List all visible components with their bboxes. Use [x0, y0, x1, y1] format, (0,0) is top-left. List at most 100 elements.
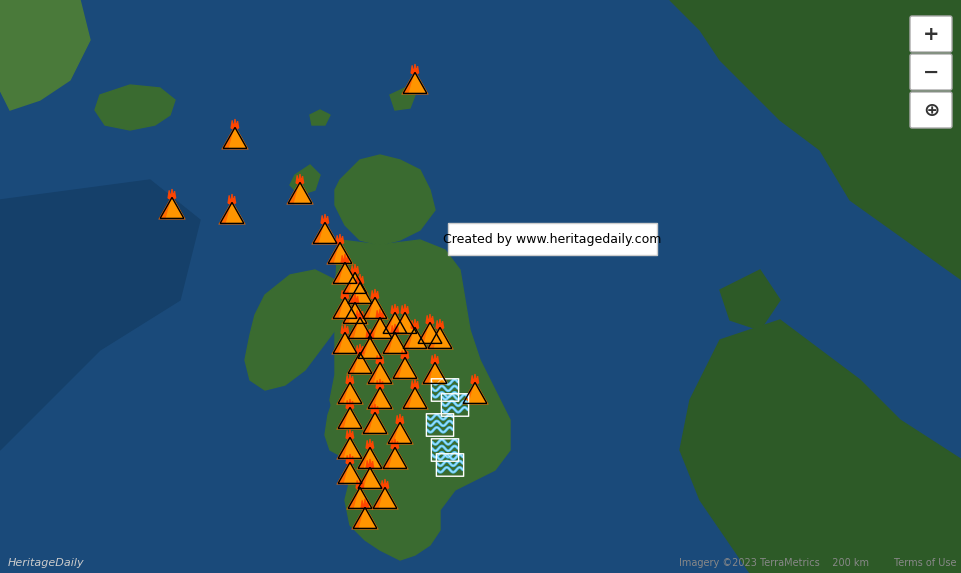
Polygon shape: [348, 488, 372, 508]
Polygon shape: [366, 501, 368, 508]
Polygon shape: [341, 293, 348, 299]
Polygon shape: [351, 376, 354, 383]
Polygon shape: [476, 376, 479, 383]
Polygon shape: [368, 439, 371, 448]
Polygon shape: [349, 429, 351, 438]
Polygon shape: [234, 119, 235, 128]
Polygon shape: [346, 375, 348, 383]
Polygon shape: [428, 327, 452, 348]
Polygon shape: [333, 332, 357, 354]
Polygon shape: [343, 289, 346, 298]
Polygon shape: [309, 110, 330, 125]
Polygon shape: [416, 321, 418, 328]
Polygon shape: [403, 327, 427, 348]
FancyBboxPatch shape: [909, 54, 951, 90]
Polygon shape: [418, 323, 441, 343]
Polygon shape: [391, 308, 398, 314]
Polygon shape: [396, 306, 398, 313]
FancyBboxPatch shape: [909, 92, 951, 128]
Polygon shape: [334, 155, 434, 245]
Polygon shape: [346, 458, 353, 464]
Polygon shape: [396, 415, 398, 423]
Polygon shape: [236, 121, 238, 128]
Polygon shape: [168, 190, 170, 198]
Polygon shape: [319, 222, 336, 244]
Polygon shape: [399, 414, 401, 423]
Polygon shape: [321, 215, 323, 223]
Polygon shape: [474, 374, 476, 383]
Polygon shape: [413, 379, 416, 388]
Polygon shape: [339, 297, 357, 319]
Polygon shape: [344, 407, 361, 429]
Polygon shape: [351, 401, 354, 408]
Polygon shape: [373, 488, 397, 508]
Polygon shape: [294, 182, 311, 203]
Polygon shape: [366, 331, 368, 338]
Polygon shape: [381, 356, 383, 363]
Polygon shape: [369, 413, 386, 433]
Polygon shape: [351, 456, 354, 463]
Polygon shape: [341, 328, 348, 334]
Polygon shape: [337, 437, 361, 458]
Polygon shape: [431, 358, 437, 364]
Polygon shape: [349, 399, 351, 408]
Polygon shape: [364, 337, 382, 358]
Polygon shape: [371, 461, 373, 468]
Polygon shape: [396, 441, 398, 448]
Polygon shape: [393, 439, 396, 448]
Polygon shape: [346, 430, 348, 438]
Polygon shape: [393, 358, 416, 378]
Polygon shape: [330, 240, 509, 560]
Polygon shape: [226, 202, 244, 223]
Polygon shape: [366, 460, 368, 468]
Polygon shape: [426, 318, 432, 324]
Polygon shape: [346, 403, 353, 409]
Polygon shape: [0, 180, 200, 450]
Polygon shape: [379, 379, 381, 388]
Polygon shape: [387, 422, 411, 444]
Polygon shape: [223, 127, 247, 148]
Polygon shape: [389, 332, 407, 354]
Polygon shape: [374, 404, 376, 413]
Polygon shape: [296, 178, 303, 184]
Polygon shape: [312, 222, 336, 244]
Polygon shape: [401, 353, 407, 359]
Polygon shape: [403, 387, 427, 409]
Polygon shape: [171, 189, 173, 198]
Polygon shape: [348, 352, 372, 374]
Polygon shape: [669, 0, 961, 280]
Polygon shape: [382, 312, 407, 333]
Polygon shape: [364, 468, 382, 488]
Polygon shape: [413, 64, 416, 73]
Polygon shape: [374, 362, 391, 383]
Polygon shape: [429, 362, 447, 383]
Polygon shape: [403, 72, 427, 93]
Polygon shape: [406, 351, 408, 358]
Polygon shape: [361, 276, 363, 283]
Polygon shape: [382, 332, 407, 354]
Polygon shape: [376, 358, 382, 364]
Polygon shape: [368, 317, 391, 339]
Polygon shape: [435, 320, 438, 328]
Polygon shape: [160, 198, 184, 218]
Polygon shape: [363, 499, 366, 508]
Polygon shape: [433, 354, 435, 363]
Polygon shape: [168, 193, 175, 199]
Polygon shape: [173, 191, 176, 198]
Polygon shape: [379, 309, 381, 318]
Polygon shape: [366, 333, 373, 339]
Polygon shape: [343, 272, 366, 293]
Polygon shape: [337, 462, 361, 484]
Polygon shape: [357, 483, 362, 489]
Polygon shape: [356, 266, 358, 273]
Polygon shape: [324, 214, 326, 223]
Polygon shape: [333, 262, 357, 284]
Polygon shape: [401, 308, 407, 314]
Polygon shape: [401, 416, 404, 423]
Polygon shape: [360, 500, 363, 508]
Polygon shape: [358, 309, 360, 318]
Polygon shape: [462, 382, 486, 403]
Polygon shape: [341, 258, 348, 264]
Polygon shape: [368, 459, 371, 468]
Polygon shape: [391, 441, 393, 448]
